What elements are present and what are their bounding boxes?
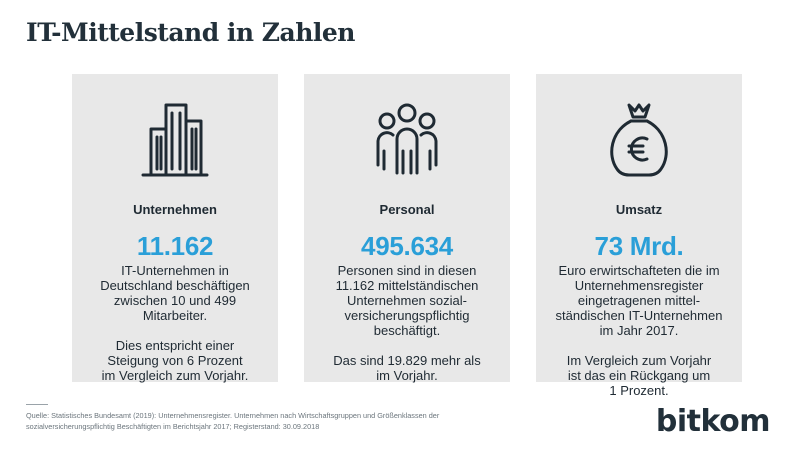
card-label: Umsatz [615, 202, 663, 217]
card-description: IT-Unternehmen in Deutschland beschäftig… [100, 263, 250, 323]
bitkom-logo: bitkom [655, 404, 771, 439]
card-personal: Personal 495.634 Personen sind in diesen… [304, 74, 510, 383]
card-unternehmen: Unternehmen 11.162 IT-Unternehmen in Deu… [72, 74, 278, 383]
card-description: Personen sind in diesen 11.162 mittelstä… [335, 263, 479, 338]
source-note: Quelle: Statistisches Bundesamt (2019): … [26, 411, 440, 431]
card-note: Im Vergleich zum Vorjahr ist das ein Rüc… [566, 353, 712, 398]
card-value: 495.634 [361, 231, 453, 261]
card-note: Dies entspricht einer Steigung von 6 Pro… [101, 338, 249, 383]
card-value: 73 Mrd. [594, 231, 684, 261]
office-building-icon [135, 100, 215, 178]
euro-money-bag-icon [599, 100, 679, 178]
card-umsatz: Umsatz 73 Mrd. Euro erwirtschafteten die… [536, 74, 742, 398]
card-description: Euro erwirtschafteten die im Unternehmen… [555, 263, 723, 338]
footer-divider [26, 404, 48, 405]
card-label: Unternehmen [133, 202, 217, 217]
card-value: 11.162 [136, 231, 214, 261]
card-label: Personal [379, 202, 435, 217]
card-note: Das sind 19.829 mehr als im Vorjahr. [333, 353, 481, 383]
stats-cards: Unternehmen 11.162 IT-Unternehmen in Deu… [72, 74, 742, 398]
page-title: IT-Mittelstand in Zahlen [26, 18, 355, 47]
people-group-icon [367, 100, 447, 178]
